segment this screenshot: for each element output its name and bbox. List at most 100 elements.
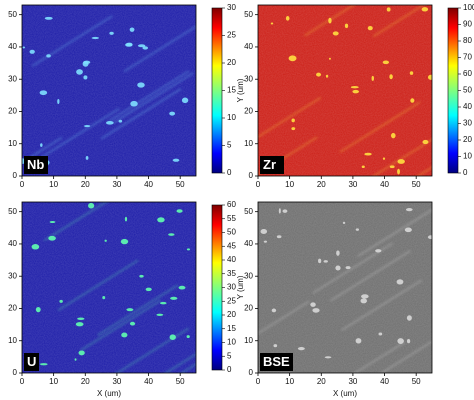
map-vein: [304, 5, 356, 37]
map-spot: [49, 220, 56, 224]
map-spot: [104, 239, 107, 242]
colorbar-tick-label: 5: [227, 141, 232, 150]
map-spot: [126, 42, 133, 47]
map-spot: [328, 17, 332, 24]
map-spot: [390, 132, 396, 139]
x-tick-label: 50: [176, 377, 185, 386]
map-spot: [378, 332, 383, 336]
map-spot: [178, 285, 186, 290]
map-spot: [361, 165, 365, 168]
map-vein: [38, 107, 120, 160]
y-tick-label: 20: [244, 304, 253, 313]
map-spot: [276, 235, 282, 239]
y-axis-label: Y (um): [236, 275, 245, 299]
map-spot: [88, 202, 95, 209]
colorbar-tick-label: 0: [227, 168, 232, 177]
y-tick-label: 10: [244, 336, 253, 345]
map-spot: [39, 363, 48, 366]
x-tick-label: 30: [112, 377, 121, 386]
map-spot: [260, 229, 268, 235]
map-spot: [75, 322, 84, 327]
x-tick-label: 20: [317, 377, 326, 386]
y-tick-label: 20: [244, 107, 253, 116]
map-spot: [397, 159, 405, 164]
map-spot: [389, 165, 395, 169]
map-spot: [409, 71, 414, 75]
x-tick-label: 10: [285, 180, 294, 189]
y-tick-label: 20: [8, 304, 17, 313]
map-spot: [278, 208, 281, 214]
map-spot: [325, 74, 329, 78]
map-spot: [397, 168, 400, 175]
map-spot: [160, 301, 167, 305]
map-spot: [124, 216, 128, 222]
map-spot: [285, 16, 290, 21]
map-spot: [22, 46, 26, 49]
map-vein: [258, 96, 322, 138]
map-spot: [91, 36, 100, 40]
map-spot: [170, 296, 178, 300]
panel-label-box: [24, 156, 48, 174]
map-spot: [137, 44, 146, 48]
colorbar-tick-label: 25: [227, 31, 236, 40]
map-spot: [312, 308, 320, 313]
plot-frame: [257, 201, 433, 374]
y-tick-label: 40: [244, 239, 253, 248]
map-spot: [121, 332, 128, 338]
map-spot: [410, 98, 415, 103]
map-vein: [100, 88, 182, 140]
y-tick-label: 10: [244, 139, 253, 148]
map-noise: [22, 5, 196, 176]
y-tick-label: 10: [8, 336, 17, 345]
map-spot: [282, 209, 288, 213]
map-spot: [335, 265, 341, 271]
map-noise: [258, 202, 432, 373]
map-vein: [108, 70, 190, 122]
plot-frame: [257, 4, 433, 177]
y-tick-label: 30: [244, 271, 253, 280]
map-spot: [82, 60, 89, 67]
y-tick-label: 10: [8, 139, 17, 148]
map-spot: [406, 338, 411, 344]
map-spot: [118, 119, 123, 123]
map-spot: [270, 22, 274, 25]
map-vein: [80, 299, 162, 352]
map-vein: [180, 363, 196, 373]
map-spot: [29, 49, 35, 54]
colorbar-tick-label: 30: [227, 3, 236, 12]
x-tick-label: 10: [49, 180, 58, 189]
map-spot: [371, 75, 374, 81]
colorbar-tick-label: 15: [227, 86, 236, 95]
map-vein: [380, 340, 432, 373]
map-spot: [345, 266, 351, 270]
map-spot: [360, 298, 367, 304]
map-spot: [176, 209, 183, 213]
colorbar-tick-label: 40: [227, 255, 236, 264]
map-spot: [31, 244, 40, 250]
map-spot: [427, 235, 432, 239]
map-spot: [157, 217, 165, 223]
y-tick-label: 50: [8, 207, 17, 216]
map-spot: [57, 98, 60, 105]
map-image: [22, 5, 196, 176]
map-spot: [186, 248, 191, 251]
colorbar-tick-label: 35: [227, 269, 236, 278]
x-tick-label: 40: [380, 377, 389, 386]
y-axis-label: Y (um): [236, 78, 245, 102]
panel-label: BSE: [263, 354, 290, 369]
colorbar-tick-label: 15: [227, 324, 236, 333]
x-tick-label: 50: [412, 180, 421, 189]
map-spot: [59, 299, 63, 303]
map-vein: [31, 15, 113, 67]
panel-label: Nb: [27, 157, 44, 172]
colorbar-tick-label: 50: [227, 228, 236, 237]
map-spot: [352, 89, 359, 94]
map-image: [258, 5, 432, 176]
map-spot: [332, 31, 339, 36]
colorbar-tick-label: 90: [463, 20, 472, 29]
map-spot: [126, 308, 134, 312]
map-spot: [382, 157, 386, 160]
map-spot: [145, 287, 152, 292]
map-spot: [168, 233, 175, 236]
